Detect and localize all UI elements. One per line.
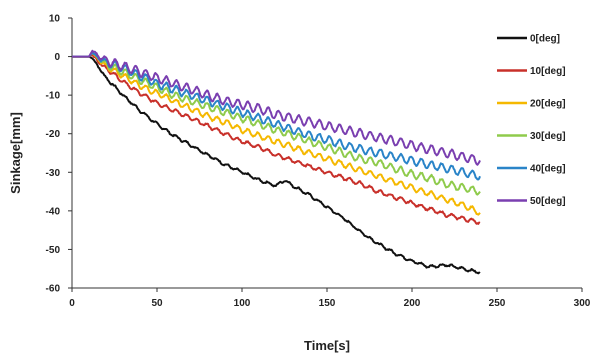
x-axis-ticks: 0 50 100 150 200 250 300 <box>69 288 591 309</box>
x-tick-label: 100 <box>234 298 251 309</box>
series-line-2 <box>71 51 481 216</box>
y-tick-label: 0 <box>54 52 60 63</box>
legend-label-3: 30[deg] <box>530 131 566 142</box>
series-line-0 <box>71 55 481 275</box>
y-tick-label: -50 <box>46 245 61 256</box>
y-tick-label: -10 <box>46 91 61 102</box>
legend-label-2: 20[deg] <box>530 99 566 110</box>
x-tick-label: 150 <box>319 298 336 309</box>
legend-label-1: 10[deg] <box>530 66 566 77</box>
legend: 0[deg] 10[deg] 20[deg] 30[deg] 40[deg] 50[deg… <box>497 34 566 207</box>
legend-label-0: 0[deg] <box>530 34 560 45</box>
series-line-4 <box>71 51 481 181</box>
y-tick-label: -20 <box>46 129 61 140</box>
legend-label-4: 40[deg] <box>530 164 566 175</box>
series-line-5 <box>71 49 481 166</box>
series-line-1 <box>71 53 481 225</box>
legend-label-5: 50[deg] <box>530 196 566 207</box>
x-tick-label: 300 <box>574 298 591 309</box>
series-line-3 <box>71 51 481 196</box>
y-tick-label: -60 <box>46 284 61 295</box>
y-tick-label: -30 <box>46 168 61 179</box>
y-tick-label: 10 <box>49 14 61 25</box>
y-axis-title: Sinkage[mm] <box>8 112 23 194</box>
x-tick-label: 250 <box>489 298 506 309</box>
x-tick-label: 50 <box>151 298 163 309</box>
y-tick-label: -40 <box>46 206 61 217</box>
series-lines <box>71 49 481 275</box>
x-tick-label: 200 <box>404 298 421 309</box>
y-axis-ticks: 10 0 -10 -20 -30 -40 -50 -60 <box>46 14 72 295</box>
x-axis-title: Time[s] <box>304 338 350 353</box>
x-tick-label: 0 <box>69 298 75 309</box>
